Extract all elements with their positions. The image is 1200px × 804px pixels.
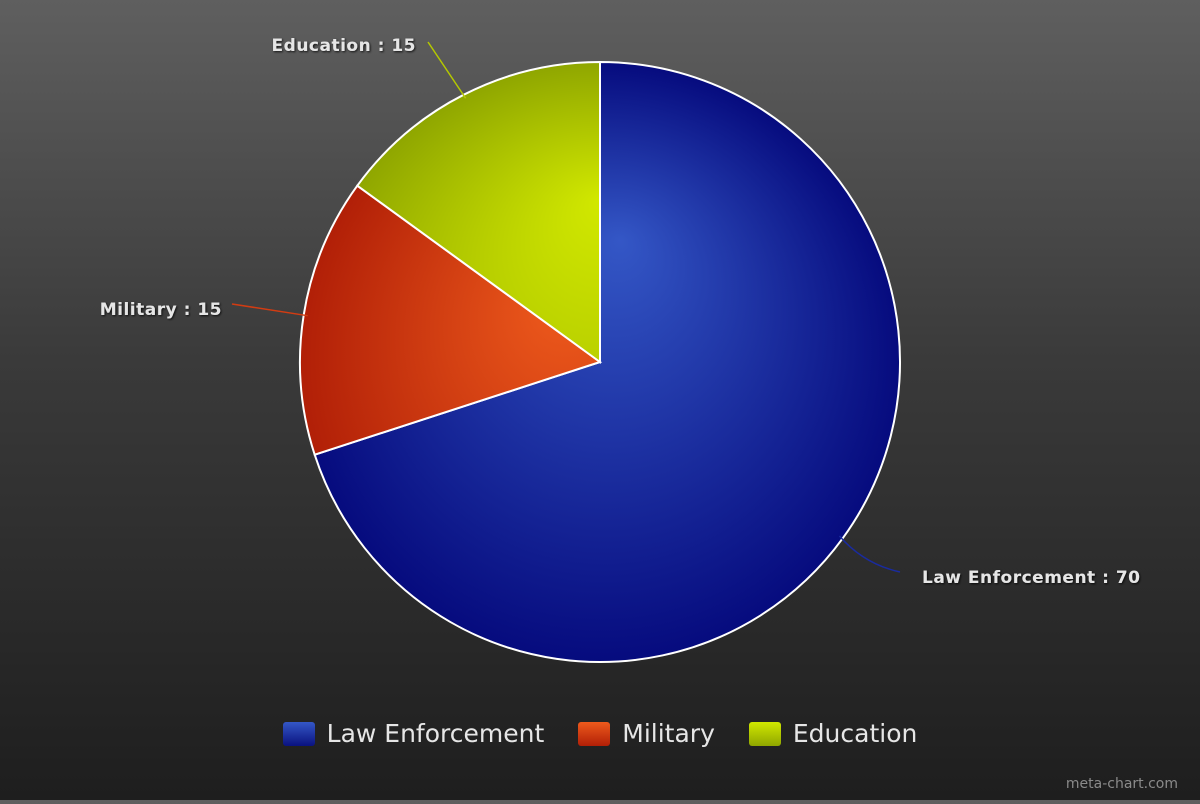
- slice-label-law-enforcement: Law Enforcement : 70: [922, 568, 1140, 588]
- legend-label-education: Education: [792, 719, 918, 748]
- slice-label-military: Military : 15: [100, 300, 222, 320]
- slice-labels: Law Enforcement : 70 Military : 15 Educati…: [100, 36, 1140, 588]
- legend-item-military[interactable]: Military: [578, 720, 715, 748]
- legend-swatch-military: [578, 722, 611, 746]
- watermark: meta-chart.com: [1065, 776, 1178, 792]
- legend-item-law-enforcement[interactable]: Law Enforcement: [282, 719, 545, 748]
- legend-label-military: Military: [622, 719, 715, 748]
- legend-swatch-law-enforcement: [282, 722, 315, 746]
- legend-swatch-education: [748, 722, 781, 746]
- connector-law-enforcement: [838, 535, 901, 573]
- connector-education: [427, 41, 467, 99]
- pie-slices: [299, 60, 901, 663]
- pie-slice-law-enforcement[interactable]: [313, 60, 901, 663]
- slice-label-education: Education : 15: [272, 36, 416, 56]
- legend-item-education[interactable]: Education: [748, 719, 918, 748]
- connector-military: [231, 303, 308, 317]
- chart-legend: Law Enforcement Military Education: [0, 714, 1200, 754]
- legend-label-law-enforcement: Law Enforcement: [326, 719, 545, 748]
- label-connectors: [231, 41, 901, 573]
